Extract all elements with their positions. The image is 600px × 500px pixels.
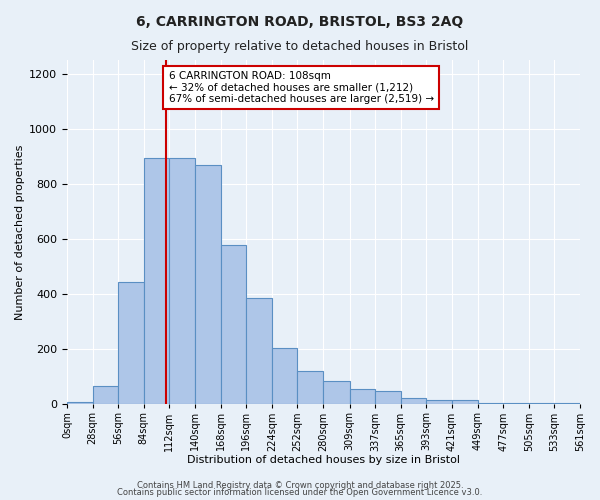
Bar xyxy=(323,381,350,404)
Text: 6 CARRINGTON ROAD: 108sqm
← 32% of detached houses are smaller (1,212)
67% of se: 6 CARRINGTON ROAD: 108sqm ← 32% of detac… xyxy=(169,71,434,104)
Bar xyxy=(350,389,375,404)
Bar xyxy=(144,158,169,404)
Bar xyxy=(118,282,144,405)
Bar xyxy=(169,158,195,404)
Bar xyxy=(401,398,427,404)
Bar xyxy=(427,400,452,404)
Bar xyxy=(298,372,323,404)
Bar xyxy=(503,403,529,404)
Bar xyxy=(221,244,246,404)
Y-axis label: Number of detached properties: Number of detached properties xyxy=(15,144,25,320)
Text: 6, CARRINGTON ROAD, BRISTOL, BS3 2AQ: 6, CARRINGTON ROAD, BRISTOL, BS3 2AQ xyxy=(136,15,464,29)
Bar xyxy=(375,390,401,404)
Text: Contains public sector information licensed under the Open Government Licence v3: Contains public sector information licen… xyxy=(118,488,482,497)
Bar xyxy=(580,403,600,404)
Text: Size of property relative to detached houses in Bristol: Size of property relative to detached ho… xyxy=(131,40,469,53)
Bar xyxy=(272,348,298,405)
Bar xyxy=(452,400,478,404)
Bar xyxy=(554,403,580,404)
Bar xyxy=(529,403,554,404)
Bar xyxy=(478,403,503,404)
Bar xyxy=(67,402,92,404)
Bar xyxy=(246,298,272,405)
Text: Contains HM Land Registry data © Crown copyright and database right 2025.: Contains HM Land Registry data © Crown c… xyxy=(137,480,463,490)
Bar xyxy=(92,386,118,404)
Bar xyxy=(195,164,221,404)
X-axis label: Distribution of detached houses by size in Bristol: Distribution of detached houses by size … xyxy=(187,455,460,465)
